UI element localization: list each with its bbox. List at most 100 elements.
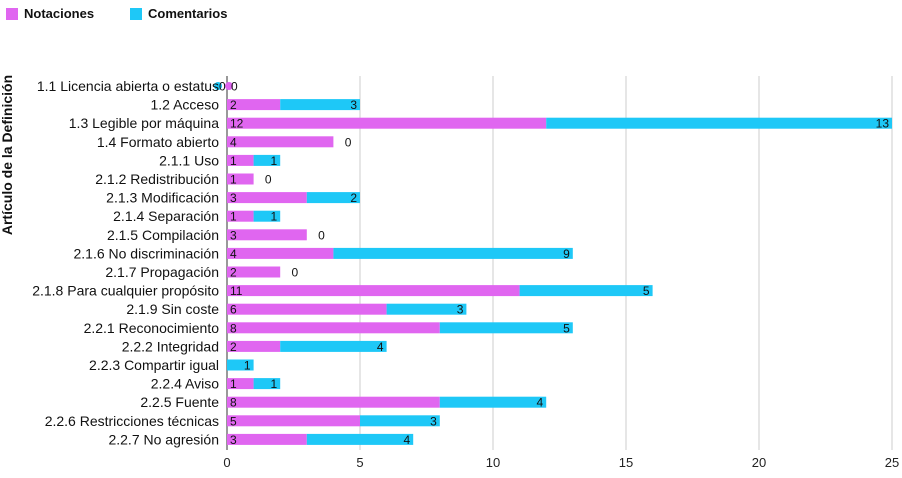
bar-comentarios-19 xyxy=(306,433,414,445)
x-tick-5: 5 xyxy=(356,455,363,470)
data-label-comentarios-3: 0 xyxy=(345,135,352,149)
data-label-notaciones-17: 8 xyxy=(230,396,237,410)
bar-notaciones-10 xyxy=(227,266,281,278)
data-label-notaciones-10: 2 xyxy=(230,266,237,280)
bar-comentarios-12 xyxy=(386,303,467,315)
data-label-comentarios-8: 0 xyxy=(318,228,325,242)
bar-comentarios-15 xyxy=(227,359,254,371)
data-label-comentarios-14: 4 xyxy=(377,340,384,354)
category-label-11: 2.1.8 Para cualquier propósito xyxy=(32,283,219,299)
bar-notaciones-11 xyxy=(227,285,520,297)
data-label-comentarios-7: 1 xyxy=(271,210,278,224)
bar-comentarios-13 xyxy=(439,322,573,334)
category-label-12: 2.1.9 Sin coste xyxy=(126,301,219,317)
x-tick-25: 25 xyxy=(885,455,899,470)
data-label-notaciones-16: 1 xyxy=(230,377,237,391)
gridlines xyxy=(226,76,893,450)
data-label-notaciones-19: 3 xyxy=(230,433,237,447)
category-label-10: 2.1.7 Propagación xyxy=(105,264,219,280)
data-label-notaciones-12: 6 xyxy=(230,303,237,317)
category-label-1: 1.2 Acceso xyxy=(151,97,220,113)
bars: 0023121340111032113049201156385240111845… xyxy=(214,80,892,447)
bar-comentarios-2 xyxy=(546,117,892,129)
legend-label-0: Notaciones xyxy=(24,6,94,21)
bar-notaciones-19 xyxy=(227,433,307,445)
bar-notaciones-12 xyxy=(227,303,387,315)
data-label-comentarios-12: 3 xyxy=(457,303,464,317)
data-label-comentarios-15: 1 xyxy=(244,359,251,373)
category-label-6: 2.1.3 Modificación xyxy=(106,190,219,206)
data-label-comentarios-5: 0 xyxy=(265,173,272,187)
x-axis-ticks: 0 5 10 15 20 25 xyxy=(223,455,899,470)
bar-comentarios-14 xyxy=(280,340,387,352)
category-label-16: 2.2.4 Aviso xyxy=(151,376,219,392)
bar-comentarios-11 xyxy=(519,285,653,297)
data-label-notaciones-4: 1 xyxy=(230,154,237,168)
data-label-comentarios-6: 2 xyxy=(350,191,357,205)
legend-swatch-1 xyxy=(130,8,142,20)
category-label-13: 2.2.1 Reconocimiento xyxy=(84,320,220,336)
data-label-comentarios-18: 3 xyxy=(430,414,437,428)
data-label-notaciones-1: 2 xyxy=(230,98,237,112)
bar-notaciones-13 xyxy=(227,322,440,334)
bar-comentarios-9 xyxy=(333,247,573,259)
data-label-notaciones-13: 8 xyxy=(230,321,237,335)
bar-notaciones-4 xyxy=(227,154,254,166)
category-label-8: 2.1.5 Compilación xyxy=(107,227,219,243)
data-label-notaciones-5: 1 xyxy=(230,173,237,187)
data-label-comentarios-2: 13 xyxy=(876,117,890,131)
category-labels: 1.1 Licencia abierta o estatus 1.2 Acceso… xyxy=(32,78,219,447)
data-label-notaciones-3: 4 xyxy=(230,135,237,149)
bar-notaciones-17 xyxy=(227,396,440,408)
bar-comentarios-18 xyxy=(360,415,440,427)
bar-comentarios-7 xyxy=(253,210,281,222)
category-label-2: 1.3 Legible por máquina xyxy=(69,115,219,131)
bar-notaciones-2 xyxy=(227,117,547,129)
bar-comentarios-16 xyxy=(253,378,281,390)
data-label-comentarios-4: 1 xyxy=(271,154,278,168)
category-label-15: 2.2.3 Compartir igual xyxy=(89,357,219,373)
bar-notaciones-5 xyxy=(227,173,254,185)
bar-comentarios-1 xyxy=(280,99,360,111)
bar-notaciones-16 xyxy=(227,378,254,390)
category-label-3: 1.4 Formato abierto xyxy=(97,134,219,150)
legend: Notaciones Comentarios xyxy=(6,6,227,21)
bar-notaciones-1 xyxy=(227,99,281,111)
bar-notaciones-0 xyxy=(225,82,233,90)
data-label-notaciones-14: 2 xyxy=(230,340,237,354)
category-label-17: 2.2.5 Fuente xyxy=(140,394,219,410)
data-label-comentarios-19: 4 xyxy=(404,433,411,447)
category-label-9: 2.1.6 No discriminación xyxy=(73,245,219,261)
bar-notaciones-14 xyxy=(227,340,281,352)
y-axis-label: Artículo de la Definición xyxy=(0,75,15,235)
bar-notaciones-18 xyxy=(227,415,360,427)
data-label-comentarios-10: 0 xyxy=(292,266,299,280)
category-label-19: 2.2.7 No agresión xyxy=(108,431,219,447)
data-label-comentarios-16: 1 xyxy=(271,377,278,391)
bar-notaciones-7 xyxy=(227,210,254,222)
data-label-notaciones-18: 5 xyxy=(230,414,237,428)
x-tick-0: 0 xyxy=(223,455,230,470)
legend-swatch-0 xyxy=(6,8,18,20)
bar-comentarios-0 xyxy=(214,82,222,90)
category-label-0: 1.1 Licencia abierta o estatus xyxy=(37,78,219,94)
data-label-notaciones-8: 3 xyxy=(230,228,237,242)
data-label-comentarios-11: 5 xyxy=(643,284,650,298)
bar-notaciones-6 xyxy=(227,192,307,204)
bar-comentarios-17 xyxy=(439,396,547,408)
data-label-notaciones-0: 0 xyxy=(231,80,238,94)
x-tick-10: 10 xyxy=(486,455,500,470)
data-label-notaciones-9: 4 xyxy=(230,247,237,261)
category-label-4: 2.1.1 Uso xyxy=(159,152,219,168)
x-tick-15: 15 xyxy=(619,455,633,470)
data-label-comentarios-13: 5 xyxy=(563,321,570,335)
bar-notaciones-8 xyxy=(227,229,307,241)
data-label-comentarios-9: 9 xyxy=(563,247,570,261)
category-label-18: 2.2.6 Restricciones técnicas xyxy=(45,413,219,429)
legend-label-1: Comentarios xyxy=(148,6,227,21)
data-label-comentarios-1: 3 xyxy=(350,98,357,112)
data-label-notaciones-6: 3 xyxy=(230,191,237,205)
category-label-7: 2.1.4 Separación xyxy=(113,208,219,224)
data-label-notaciones-7: 1 xyxy=(230,210,237,224)
